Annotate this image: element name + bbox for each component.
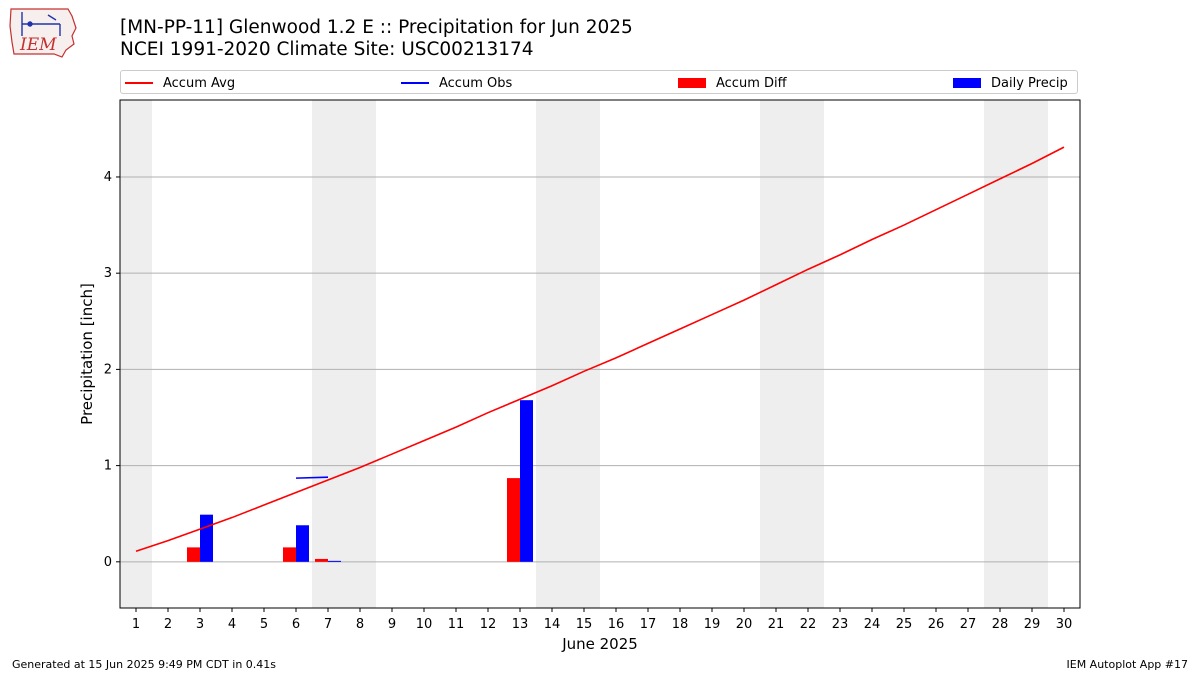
iem-logo: IEM — [8, 6, 80, 58]
x-tick-label-2: 2 — [164, 617, 172, 632]
x-tick-label-16: 16 — [608, 617, 625, 632]
weekend-shade-2 — [312, 100, 376, 608]
x-tick-label-30: 30 — [1056, 617, 1073, 632]
x-tick-label-18: 18 — [672, 617, 689, 632]
accum-diff-bar-day-13 — [507, 478, 520, 562]
daily-precip-bar-day-7 — [328, 560, 341, 562]
x-tick-label-5: 5 — [260, 617, 268, 632]
legend-swatch-accum-avg — [125, 82, 153, 84]
x-tick-label-6: 6 — [292, 617, 300, 632]
x-tick-label-22: 22 — [800, 617, 817, 632]
iowa-outline-icon — [9, 8, 77, 58]
x-tick-label-14: 14 — [544, 617, 561, 632]
x-tick-label-27: 27 — [960, 617, 977, 632]
x-tick-label-21: 21 — [768, 617, 785, 632]
x-tick-label-26: 26 — [928, 617, 945, 632]
plot-frame — [119, 99, 1081, 609]
x-tick-label-24: 24 — [864, 617, 881, 632]
x-tick-label-7: 7 — [324, 617, 332, 632]
x-tick-label-17: 17 — [640, 617, 657, 632]
chart-legend: Accum Avg Accum Obs Accum Diff Daily Pre… — [120, 70, 1078, 94]
x-tick-label-20: 20 — [736, 617, 753, 632]
x-tick-label-13: 13 — [512, 617, 529, 632]
legend-item-accum-obs: Accum Obs — [401, 74, 512, 92]
app-credit: IEM Autoplot App #17 — [1066, 658, 1189, 671]
x-tick-label-11: 11 — [448, 617, 465, 632]
logo-text: IEM — [19, 35, 57, 55]
x-tick-label-23: 23 — [832, 617, 849, 632]
x-tick-label-12: 12 — [480, 617, 497, 632]
x-tick-label-29: 29 — [1024, 617, 1041, 632]
x-tick-label-15: 15 — [576, 617, 593, 632]
x-tick-label-1: 1 — [132, 617, 140, 632]
x-tick-label-9: 9 — [388, 617, 396, 632]
legend-swatch-accum-diff — [678, 78, 706, 88]
x-tick-label-19: 19 — [704, 617, 721, 632]
legend-label-daily-precip: Daily Precip — [991, 75, 1068, 91]
y-tick-label-3: 3 — [104, 266, 112, 281]
x-tick-label-4: 4 — [228, 617, 236, 632]
legend-label-accum-avg: Accum Avg — [163, 75, 236, 91]
daily-precip-bar-day-3 — [200, 514, 213, 562]
accum-diff-bar-day-7 — [315, 558, 328, 562]
chart-title-line2: NCEI 1991-2020 Climate Site: USC00213174 — [120, 39, 534, 60]
legend-label-accum-obs: Accum Obs — [439, 75, 513, 91]
x-axis-label: June 2025 — [561, 635, 638, 653]
y-tick-label-1: 1 — [104, 459, 112, 474]
weekend-shade-1 — [120, 100, 152, 608]
accum-avg-line — [135, 146, 1065, 552]
weather-station-icon — [21, 12, 61, 36]
accum-obs-line — [295, 476, 329, 479]
weekend-shade-5 — [984, 100, 1048, 608]
generated-timestamp: Generated at 15 Jun 2025 9:49 PM CDT in … — [12, 658, 277, 671]
x-tick-label-10: 10 — [416, 617, 433, 632]
weekend-shade-3 — [536, 100, 600, 608]
daily-precip-bar-day-6 — [296, 525, 309, 562]
accum-diff-bar-day-6 — [283, 547, 296, 562]
chart-title: [MN-PP-11] Glenwood 1.2 E :: Precipitati… — [120, 17, 633, 61]
legend-item-accum-diff: Accum Diff — [678, 74, 787, 92]
y-tick-label-2: 2 — [104, 362, 112, 377]
x-tick-label-28: 28 — [992, 617, 1009, 632]
legend-item-daily-precip: Daily Precip — [953, 74, 1068, 92]
y-tick-label-4: 4 — [104, 170, 112, 185]
legend-swatch-accum-obs — [401, 82, 429, 84]
x-tick-label-3: 3 — [196, 617, 204, 632]
x-tick-label-25: 25 — [896, 617, 913, 632]
accum-diff-bar-day-3 — [187, 547, 200, 562]
x-tick-label-8: 8 — [356, 617, 364, 632]
chart-title-line1: [MN-PP-11] Glenwood 1.2 E :: Precipitati… — [120, 17, 633, 38]
y-tick-label-0: 0 — [104, 555, 112, 570]
daily-precip-bar-day-13 — [520, 400, 533, 562]
weekend-shade-4 — [760, 100, 824, 608]
y-axis-label: Precipitation [inch] — [78, 283, 96, 425]
legend-item-accum-avg: Accum Avg — [125, 74, 235, 92]
legend-label-accum-diff: Accum Diff — [716, 75, 787, 91]
legend-swatch-daily-precip — [953, 78, 981, 88]
